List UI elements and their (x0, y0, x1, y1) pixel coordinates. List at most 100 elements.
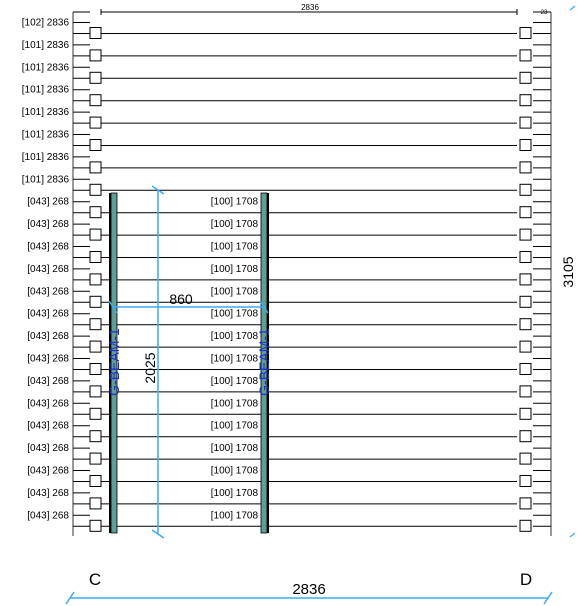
joist-row: [043] 268 [100] 1708 (27, 421, 551, 443)
row-right-label: [100] 1708 (211, 443, 259, 454)
top-span-marker: 2836 23 (73, 3, 551, 16)
right-connector (519, 385, 532, 398)
right-connector (519, 94, 532, 107)
left-connector (89, 430, 102, 443)
grid-label-c: C (89, 570, 101, 589)
joist-row: [043] 268 [100] 1708 (27, 488, 551, 510)
right-connector (519, 116, 532, 129)
joist-row: [043] 268 [100] 1708 (27, 309, 551, 331)
opening-height-dimension (151, 185, 165, 539)
joist-row: [102] 2836 (22, 18, 551, 39)
right-connector (519, 452, 532, 465)
row-right-label: [100] 1708 (211, 354, 259, 365)
joist-row: [043] 268 [100] 1708 (27, 331, 551, 353)
right-connector (519, 27, 532, 39)
grid-label-d: D (520, 570, 532, 589)
left-connector (89, 497, 102, 510)
row-label: [102] 2836 (22, 18, 70, 29)
row-right-label: [100] 1708 (211, 331, 259, 342)
row-label: [043] 268 (27, 197, 69, 208)
row-label: [043] 268 (27, 443, 69, 454)
overall-width-label: 2836 (292, 581, 325, 598)
joist-row: [043] 268 [100] 1708 (27, 376, 551, 398)
right-connector (519, 161, 532, 174)
right-connector (519, 363, 532, 375)
left-connector (89, 71, 102, 84)
left-connector (89, 116, 102, 129)
row-right-label: [100] 1708 (211, 242, 259, 253)
row-label: [043] 268 (27, 242, 69, 253)
left-connector (89, 407, 102, 420)
left-connector (89, 228, 102, 241)
opening-height-label: 2025 (142, 352, 158, 383)
right-connector (519, 49, 532, 62)
left-connector (89, 183, 102, 196)
row-label: [101] 2836 (22, 152, 70, 163)
joist-row: [043] 268 [100] 1708 (27, 264, 551, 286)
row-label: [101] 2836 (22, 107, 70, 118)
right-connector (519, 519, 532, 532)
joist-row: [043] 268 [100] 1708 (27, 219, 551, 241)
row-label: [043] 268 (27, 219, 69, 230)
right-connector (519, 273, 532, 286)
joist-row: [043] 268 [100] 1708 (27, 242, 551, 263)
right-connector (519, 251, 532, 263)
left-connector (89, 519, 102, 532)
left-connector (89, 318, 102, 331)
row-label: [101] 2836 (22, 85, 70, 96)
row-label: [043] 268 (27, 398, 69, 409)
joist-row: [101] 2836 (22, 130, 551, 151)
left-connector (89, 161, 102, 174)
joist-row: [043] 268 [100] 1708 (27, 466, 551, 487)
row-right-label: [100] 1708 (211, 264, 259, 275)
joist-row: [043] 268 [100] 1708 (27, 197, 551, 219)
joist-row: [043] 268 [100] 1708 (27, 398, 551, 420)
row-label: [043] 268 (27, 510, 69, 521)
row-label: [043] 268 (27, 264, 69, 275)
left-beam-label: G-BEAM-1 (106, 328, 122, 396)
left-connector (89, 273, 102, 286)
joist-row: [101] 2836 (22, 107, 551, 129)
right-connector (519, 407, 532, 420)
overall-height-label: 3105 (560, 256, 576, 287)
left-connector (89, 206, 102, 219)
row-label: [043] 268 (27, 309, 69, 320)
row-label: [101] 2836 (22, 174, 70, 185)
joist-row: [101] 2836 (22, 40, 551, 62)
row-label: [043] 268 (27, 331, 69, 342)
left-connector (89, 363, 102, 375)
left-connector (89, 139, 102, 151)
left-connector (89, 251, 102, 263)
joist-row: [043] 268 [100] 1708 (27, 354, 551, 375)
row-label: [043] 268 (27, 421, 69, 432)
joist-row: [043] 268 [100] 1708 (27, 286, 551, 308)
row-right-label: [100] 1708 (211, 398, 259, 409)
right-connector (519, 295, 532, 308)
right-connector (519, 206, 532, 219)
row-right-label: [100] 1708 (211, 219, 259, 230)
row-right-label: [100] 1708 (211, 466, 259, 477)
joist-row: [101] 2836 (22, 85, 551, 107)
row-right-label: [100] 1708 (211, 510, 259, 521)
joist-row: [101] 2836 (22, 174, 551, 196)
right-connector (519, 475, 532, 487)
row-right-label: [100] 1708 (211, 488, 259, 499)
row-label: [101] 2836 (22, 62, 70, 73)
left-beam: G-BEAM-1 (106, 192, 122, 534)
left-connector (89, 452, 102, 465)
row-label: [043] 268 (27, 286, 69, 297)
row-right-label: [100] 1708 (211, 376, 259, 387)
row-label: [043] 268 (27, 488, 69, 499)
row-right-label: [100] 1708 (211, 421, 259, 432)
left-connector (89, 340, 102, 353)
left-connector (89, 27, 102, 39)
right-connector (519, 318, 532, 331)
top-span-label: 2836 (301, 3, 319, 12)
overall-width-dimension (65, 591, 553, 605)
left-connector (89, 295, 102, 308)
right-connector (519, 340, 532, 353)
row-label: [043] 268 (27, 354, 69, 365)
row-right-label: [100] 1708 (211, 286, 259, 297)
joist-rows: [102] 2836 [101] 2836 [101] 2836 [101] 2836… (22, 12, 552, 536)
